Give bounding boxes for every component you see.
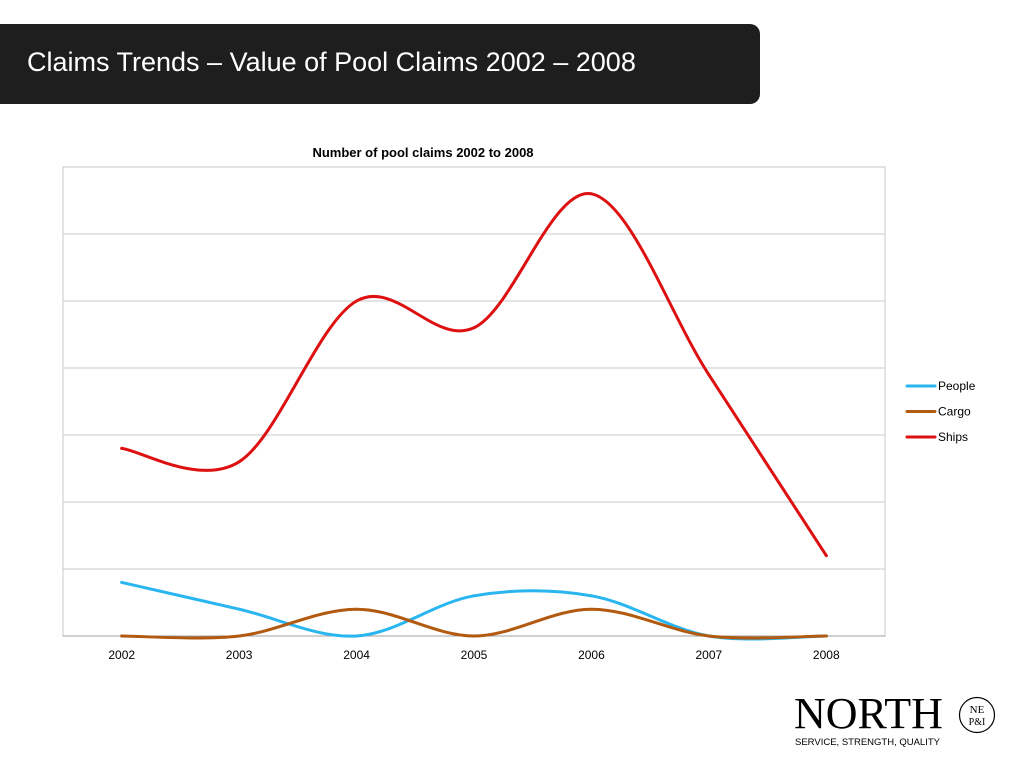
data-point-ships [355,299,359,303]
x-tick-label: 2006 [578,648,605,662]
data-point-ships [589,192,593,196]
x-tick-label: 2008 [813,648,840,662]
legend-label-ships: Ships [938,430,968,444]
x-tick-label: 2004 [343,648,370,662]
gridlines [63,233,885,570]
data-point-cargo [120,634,124,638]
data-point-ships [824,554,828,558]
data-point-cargo [589,607,593,611]
svg-text:NE: NE [970,704,985,716]
data-point-people [237,607,241,611]
series-line-cargo [120,607,828,640]
data-point-people [589,594,593,598]
data-point-cargo [472,634,476,638]
x-tick-label: 2007 [696,648,723,662]
x-tick-label: 2005 [461,648,488,662]
logo-tagline: SERVICE, STRENGTH, QUALITY [795,737,940,748]
data-point-ships [237,460,241,464]
data-point-people [355,634,359,638]
series-line-people [120,580,828,641]
north-logo: NORTH SERVICE, STRENGTH, QUALITY NE P&I [794,690,1004,754]
data-point-ships [707,373,711,377]
data-point-ships [120,446,124,450]
data-point-cargo [355,607,359,611]
legend: People Cargo Ships [905,379,976,444]
series-line-ships [120,192,828,558]
x-tick-label: 2002 [108,648,135,662]
data-point-cargo [707,634,711,638]
chart-title: Number of pool claims 2002 to 2008 [312,145,533,160]
data-point-ships [472,326,476,330]
series-layer [120,192,828,641]
title-bar: Claims Trends – Value of Pool Claims 200… [0,24,760,104]
logo-wordmark: NORTH [794,689,943,738]
data-point-people [120,580,124,584]
x-tick-label: 2003 [226,648,253,662]
legend-label-cargo: Cargo [938,405,971,419]
data-point-people [472,594,476,598]
svg-text:P&I: P&I [969,717,986,728]
slide-title: Claims Trends – Value of Pool Claims 200… [27,47,636,77]
data-point-cargo [237,634,241,638]
plot-area [62,166,886,637]
nepi-seal-icon: NE P&I [958,696,996,734]
data-point-cargo [824,634,828,638]
legend-label-people: People [938,379,976,393]
